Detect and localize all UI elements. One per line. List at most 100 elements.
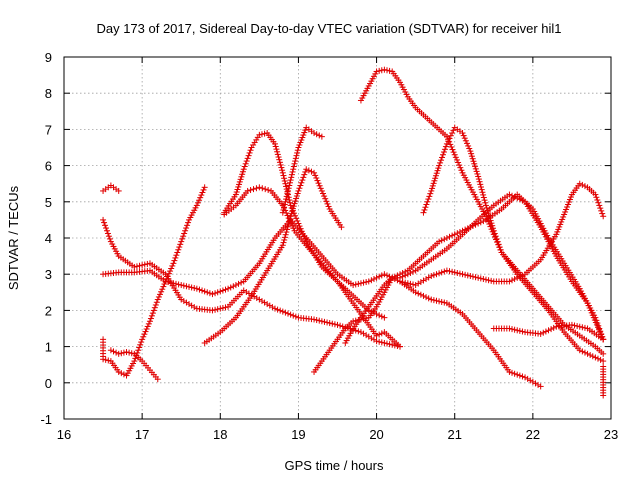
data-point xyxy=(159,286,166,293)
data-point xyxy=(151,304,158,311)
x-tick-label: 22 xyxy=(526,427,540,442)
data-point xyxy=(430,297,437,304)
data-point xyxy=(488,277,495,284)
data-point xyxy=(449,268,456,275)
data-point xyxy=(454,230,461,237)
data-point xyxy=(100,356,107,363)
data-point xyxy=(285,215,292,222)
data-point xyxy=(482,202,489,209)
data-point xyxy=(286,182,293,189)
data-point xyxy=(292,155,299,162)
data-point xyxy=(438,157,445,164)
data-point xyxy=(463,140,470,147)
data-point xyxy=(191,304,198,311)
data-point xyxy=(259,185,266,192)
data-point xyxy=(115,350,122,357)
data-point xyxy=(597,328,604,335)
data-points xyxy=(100,66,607,399)
data-point xyxy=(146,318,153,325)
data-point xyxy=(286,179,293,186)
data-point xyxy=(522,374,529,381)
data-point xyxy=(118,370,125,377)
data-point xyxy=(496,244,503,251)
data-point xyxy=(294,147,301,154)
data-point xyxy=(506,368,513,375)
data-point xyxy=(242,160,249,167)
data-point xyxy=(138,339,145,346)
data-point xyxy=(394,342,401,349)
data-point xyxy=(197,194,204,201)
data-point xyxy=(301,233,308,240)
data-point xyxy=(376,312,383,319)
data-point xyxy=(487,217,494,224)
data-point xyxy=(428,296,435,303)
data-point xyxy=(294,149,301,156)
data-point xyxy=(542,328,549,335)
data-point xyxy=(462,226,469,233)
y-tick-label: 1 xyxy=(45,340,52,355)
data-point xyxy=(282,198,289,205)
data-point xyxy=(175,281,182,288)
data-point xyxy=(204,289,211,296)
data-point xyxy=(144,323,151,330)
data-point xyxy=(357,280,364,287)
data-point xyxy=(182,227,189,234)
data-point xyxy=(278,164,285,171)
data-point xyxy=(593,317,600,324)
data-point xyxy=(467,148,474,155)
data-point xyxy=(594,196,601,203)
data-point xyxy=(178,238,185,245)
data-point xyxy=(316,182,323,189)
series-trace-16 xyxy=(600,363,607,399)
data-point xyxy=(456,270,463,277)
data-point xyxy=(200,186,207,193)
data-point xyxy=(437,159,444,166)
data-point xyxy=(365,333,372,340)
data-point xyxy=(514,274,521,281)
data-point xyxy=(389,274,396,281)
data-point xyxy=(173,252,180,259)
y-tick-label: 2 xyxy=(45,303,52,318)
data-point xyxy=(316,317,323,324)
data-point xyxy=(472,163,479,170)
x-tick-label: 17 xyxy=(135,427,149,442)
data-point xyxy=(283,196,290,203)
data-point xyxy=(514,371,521,378)
data-point xyxy=(595,322,602,329)
data-point xyxy=(241,163,248,170)
data-point xyxy=(488,220,495,227)
data-point xyxy=(381,271,388,278)
data-point xyxy=(473,168,480,175)
data-point xyxy=(537,383,544,390)
data-point xyxy=(277,307,284,314)
data-point xyxy=(212,306,219,313)
data-point xyxy=(238,279,245,286)
data-point xyxy=(284,190,291,197)
data-point xyxy=(457,164,464,171)
data-point xyxy=(421,206,428,213)
data-point xyxy=(579,324,586,331)
data-point xyxy=(149,310,156,317)
data-point xyxy=(315,180,322,187)
data-point xyxy=(497,246,504,253)
data-point xyxy=(148,312,155,319)
data-point xyxy=(311,169,318,176)
data-point xyxy=(291,160,298,167)
data-point xyxy=(297,182,304,189)
data-point xyxy=(206,290,213,297)
series-trace-4 xyxy=(100,184,208,379)
data-point xyxy=(600,213,607,220)
x-tick-label: 23 xyxy=(604,427,618,442)
data-point xyxy=(363,279,370,286)
data-point xyxy=(296,223,303,230)
data-point xyxy=(482,276,489,283)
data-point xyxy=(140,333,147,340)
data-point xyxy=(462,137,469,144)
data-point xyxy=(599,210,606,217)
data-point xyxy=(415,290,422,297)
data-point xyxy=(381,314,388,321)
data-point xyxy=(100,216,107,223)
data-point xyxy=(455,159,462,166)
data-point xyxy=(277,161,284,168)
data-point xyxy=(170,280,177,287)
